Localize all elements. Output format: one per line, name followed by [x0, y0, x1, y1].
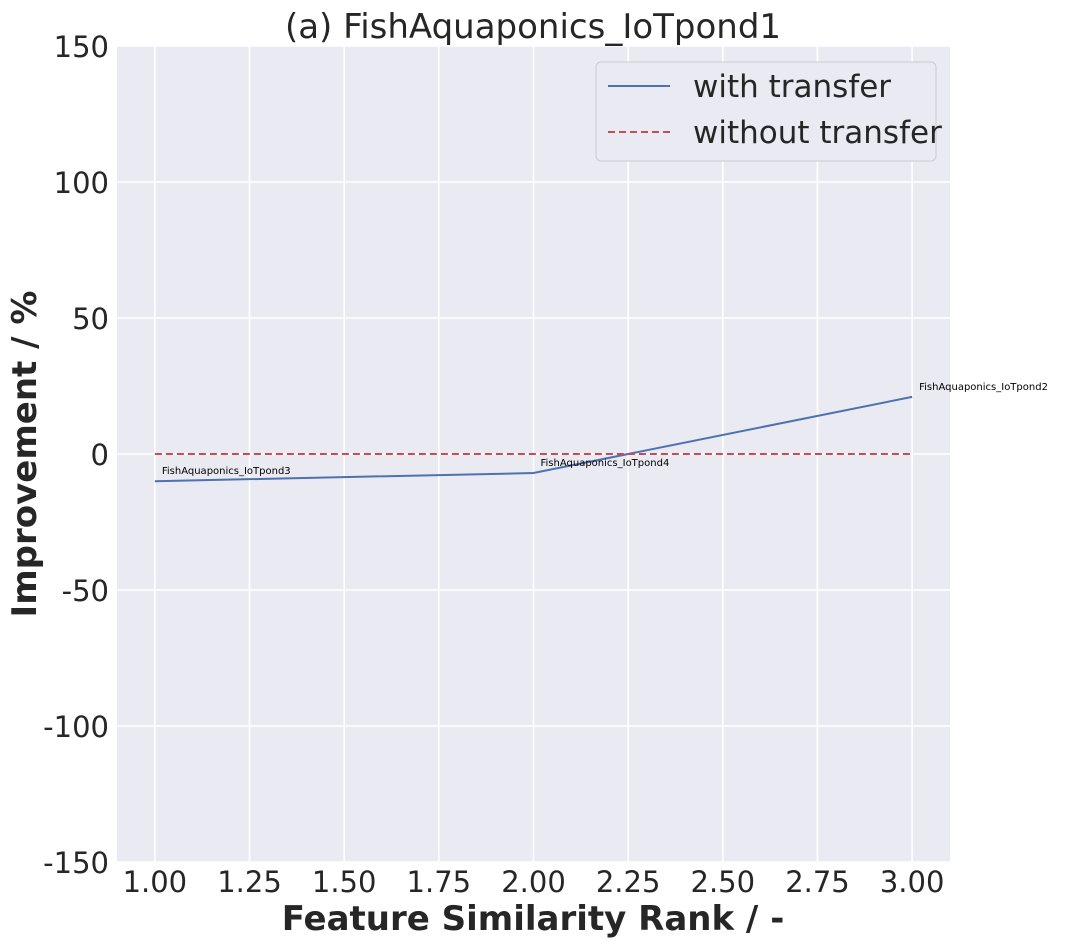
- legend-box: [595, 61, 937, 162]
- x-tick-label: 2.00: [501, 865, 566, 899]
- y-tick-label: -150: [43, 846, 109, 880]
- legend-label-with-transfer: with transfer: [693, 69, 891, 105]
- x-tick-label: 2.75: [785, 865, 850, 899]
- x-tick-label: 3.00: [880, 865, 945, 899]
- point-annotation: FishAquaponics_IoTpond3: [162, 466, 291, 477]
- grid-lines: [117, 45, 950, 863]
- x-tick-label: 2.25: [596, 865, 661, 899]
- x-tick-label: 1.50: [312, 865, 377, 899]
- x-tick-label: 1.25: [217, 865, 282, 899]
- y-tick-label: 0: [91, 438, 109, 472]
- x-axis-label: Feature Similarity Rank / -: [282, 899, 785, 939]
- chart-title: (a) FishAquaponics_IoTpond1: [285, 7, 781, 47]
- series-line-with-transfer: [154, 395, 913, 483]
- y-tick-label: -50: [62, 574, 109, 608]
- x-tick-label: 1.00: [123, 865, 188, 899]
- x-tick-label: 1.75: [407, 865, 472, 899]
- series-layer: [154, 395, 913, 483]
- y-tick-label: 150: [54, 30, 109, 64]
- x-tick-labels: 1.00 1.25 1.50 1.75 2.00 2.25 2.50 2.75 3.00: [123, 865, 945, 899]
- annotations: FishAquaponics_IoTpond3 FishAquaponics_Io…: [162, 382, 1048, 477]
- y-axis-label: Improvement / %: [5, 291, 45, 618]
- y-tick-label: 100: [54, 166, 109, 200]
- legend-label-without-transfer: without transfer: [693, 115, 942, 151]
- y-tick-labels: -150 -100 -50 0 50 100 150: [43, 30, 109, 880]
- legend: with transfer without transfer: [595, 61, 942, 162]
- point-annotation: FishAquaponics_IoTpond2: [919, 382, 1048, 393]
- y-tick-label: -100: [43, 710, 109, 744]
- y-tick-label: 50: [72, 302, 109, 336]
- x-tick-label: 2.50: [691, 865, 756, 899]
- point-annotation: FishAquaponics_IoTpond4: [541, 458, 670, 469]
